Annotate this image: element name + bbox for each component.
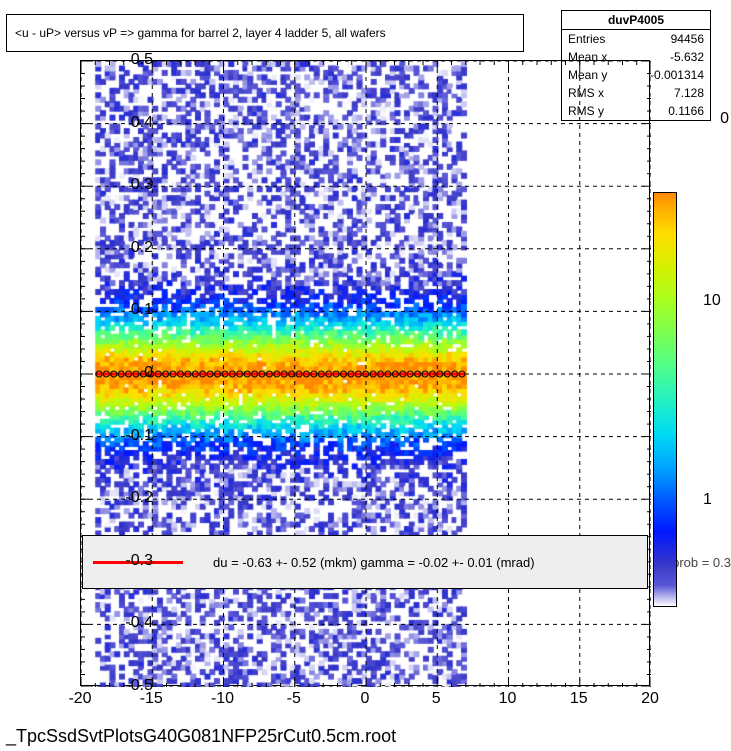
x-axis-tick: 5 xyxy=(432,690,441,708)
x-axis-tick: 20 xyxy=(641,690,659,708)
y-axis-tick: -0.3 xyxy=(125,552,153,570)
x-axis-tick: -10 xyxy=(211,690,234,708)
colorbar xyxy=(653,192,677,607)
stats-label: Entries xyxy=(568,32,605,46)
x-axis-tick: -15 xyxy=(140,690,163,708)
y-axis-tick: 0 xyxy=(144,364,153,382)
plot-area xyxy=(80,60,650,686)
x-axis-tick: -5 xyxy=(287,690,301,708)
y-axis-tick: 0.4 xyxy=(131,114,153,132)
stats-title: duvP4005 xyxy=(562,11,710,30)
colorbar-tick: 1 xyxy=(703,491,712,509)
x-axis-tick: -20 xyxy=(68,690,91,708)
y-axis-tick: 0.5 xyxy=(131,51,153,69)
y-axis-tick: 0.3 xyxy=(131,176,153,194)
x-axis-tick: 0 xyxy=(361,690,370,708)
y-axis-tick: -0.2 xyxy=(125,489,153,507)
colorbar-extra-label: 0 xyxy=(720,110,729,128)
x-axis-tick: 15 xyxy=(570,690,588,708)
stats-value: 7.128 xyxy=(674,86,704,100)
y-axis-tick: -0.4 xyxy=(125,614,153,632)
plot-overlay-svg xyxy=(81,61,651,687)
colorbar-tick: 10 xyxy=(703,292,721,310)
stats-value: 94456 xyxy=(671,32,704,46)
colorbar-gradient xyxy=(654,193,676,606)
plot-title-text: <u - uP> versus vP => gamma for barrel 2… xyxy=(15,26,386,40)
stats-value: 0.1166 xyxy=(668,104,704,118)
y-axis-tick: -0.1 xyxy=(125,427,153,445)
fit-prob-text: prob = 0.3 xyxy=(672,555,731,570)
y-axis-tick: 0.2 xyxy=(131,239,153,257)
fit-text: du = -0.63 +- 0.52 (mkm) gamma = -0.02 +… xyxy=(213,555,535,570)
stats-row: Entries 94456 xyxy=(562,30,710,48)
y-axis-tick: 0.1 xyxy=(131,301,153,319)
fit-legend-box: du = -0.63 +- 0.52 (mkm) gamma = -0.02 +… xyxy=(82,535,648,589)
stats-value: -5.632 xyxy=(670,50,704,64)
x-axis-tick: 10 xyxy=(499,690,517,708)
footer-filename: _TpcSsdSvtPlotsG40G081NFP25rCut0.5cm.roo… xyxy=(6,726,396,747)
stats-value: -0.001314 xyxy=(650,68,704,82)
plot-title-box: <u - uP> versus vP => gamma for barrel 2… xyxy=(6,14,524,52)
